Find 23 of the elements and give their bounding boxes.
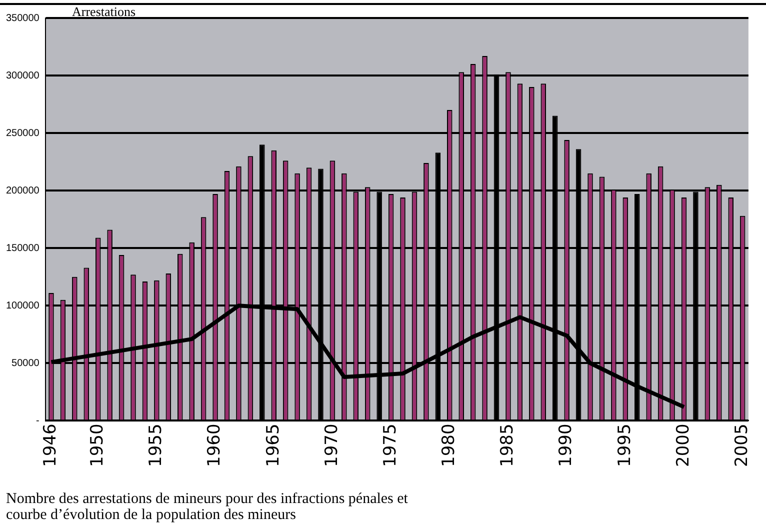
y-tick-label: 100000 bbox=[6, 300, 40, 312]
x-tick-label: 1960 bbox=[204, 424, 225, 467]
y-tick-label: 300000 bbox=[6, 70, 40, 82]
y-tick-label: 150000 bbox=[6, 242, 40, 254]
text: Nombre des arrestations de mineurs pour des infractions pénales et courbe d’évolution de la population des mineurs bbox=[6, 491, 409, 523]
y-tick-label: - bbox=[36, 415, 40, 426]
x-tick-label: 1990 bbox=[556, 424, 576, 467]
x-tick-label: 1975 bbox=[380, 424, 400, 467]
x-tick-label: 1970 bbox=[322, 424, 342, 467]
x-tick-label: 1950 bbox=[88, 424, 108, 467]
y-axis-title: Arrestations bbox=[72, 4, 136, 20]
x-tick-label: 2000 bbox=[673, 424, 694, 467]
y-tick-label: 250000 bbox=[6, 128, 40, 139]
x-tick-label: 1946 bbox=[40, 424, 61, 467]
y-tick-label: 350000 bbox=[6, 12, 40, 24]
x-tick-label: 1965 bbox=[263, 424, 284, 467]
x-tick-label: 1955 bbox=[146, 424, 166, 467]
y-tick-label: 50000 bbox=[12, 358, 40, 369]
x-tick-label: 1985 bbox=[498, 424, 518, 467]
x-tick-label: 1995 bbox=[614, 424, 635, 467]
x-tick-label: 1980 bbox=[439, 424, 460, 467]
y-tick-label: 200000 bbox=[6, 185, 40, 196]
x-tick-label: 2005 bbox=[732, 424, 752, 467]
